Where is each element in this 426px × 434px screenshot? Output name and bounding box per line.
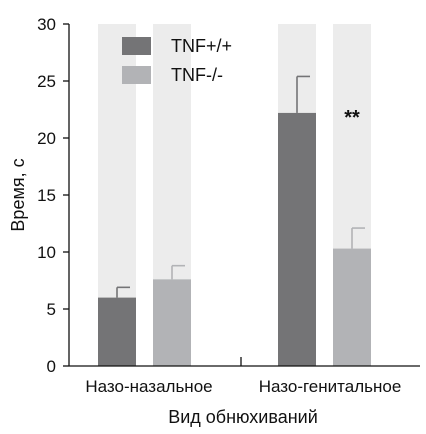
x-axis-title: Вид обнюхиваний: [168, 407, 318, 427]
data-bar: [153, 279, 191, 366]
legend-label: TNF-/-: [171, 65, 223, 85]
y-tick-label: 30: [37, 15, 56, 34]
y-axis-title: Время, с: [8, 158, 28, 231]
y-tick-label: 0: [47, 357, 56, 376]
data-bar: [98, 297, 136, 366]
y-tick-label: 15: [37, 186, 56, 205]
y-tick-label: 10: [37, 243, 56, 262]
data-bar: [333, 248, 371, 366]
legend-swatch: [122, 37, 151, 55]
significance-annotation: **: [344, 107, 360, 129]
data-bar: [278, 112, 316, 366]
y-tick-label: 5: [47, 300, 56, 319]
x-category-label: Назо-генитальное: [259, 377, 402, 396]
legend-label: TNF+/+: [171, 36, 232, 56]
y-tick-label: 25: [37, 72, 56, 91]
legend-swatch: [122, 66, 151, 84]
y-tick-label: 20: [37, 129, 56, 148]
x-category-label: Назо-назальное: [85, 377, 212, 396]
